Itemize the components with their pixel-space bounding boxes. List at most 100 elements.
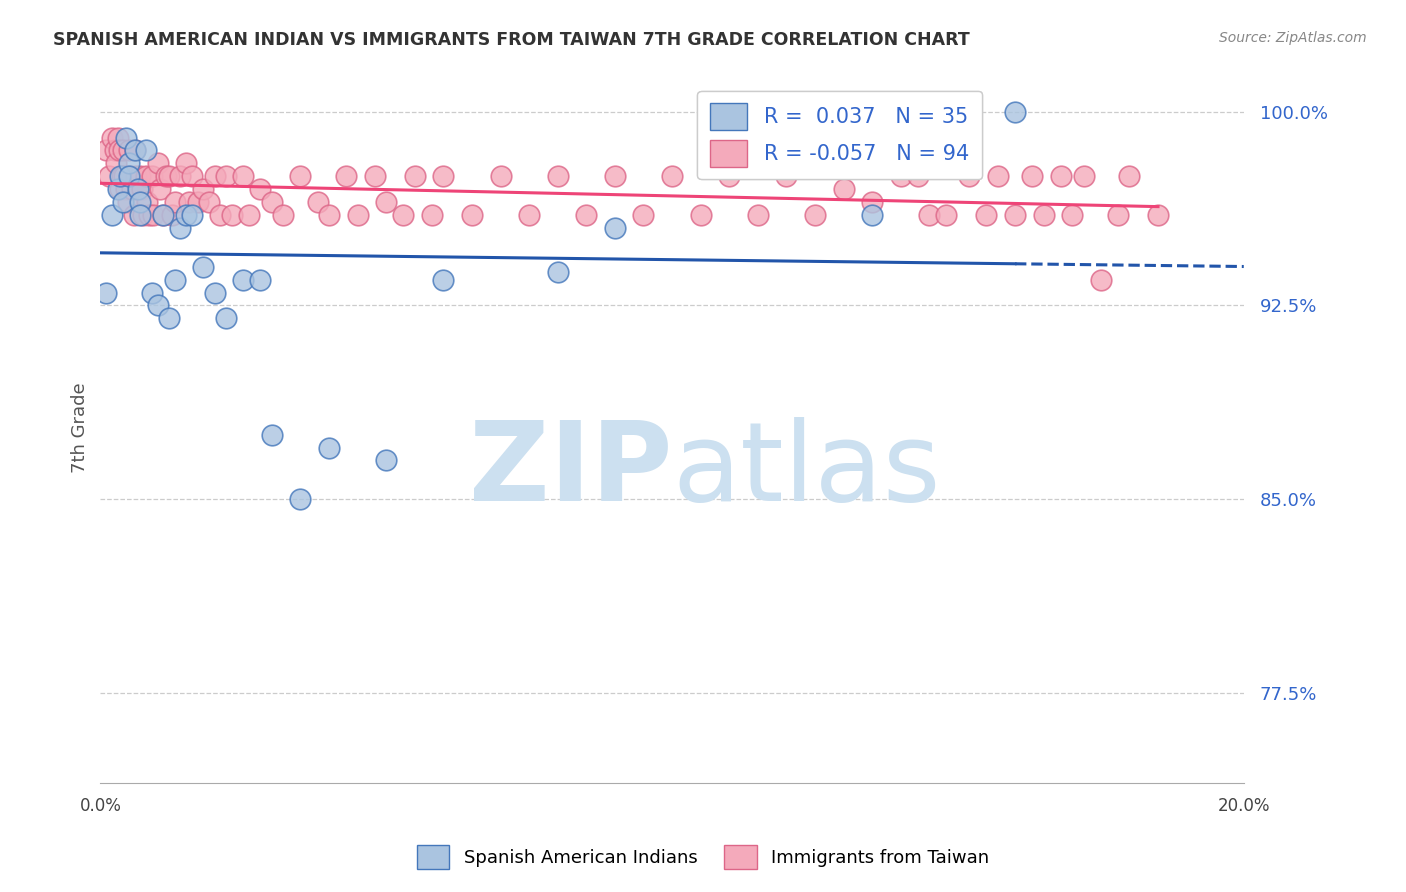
Point	[689, 208, 711, 222]
Point	[121, 182, 143, 196]
Point	[215, 311, 238, 326]
Point	[110, 182, 132, 196]
Point	[115, 130, 138, 145]
Point	[110, 169, 132, 184]
Point	[957, 169, 980, 184]
Point	[198, 195, 221, 210]
Point	[135, 169, 157, 184]
Point	[117, 195, 139, 210]
Text: atlas: atlas	[672, 417, 941, 524]
Point	[157, 311, 180, 326]
Point	[603, 169, 626, 184]
Text: SPANISH AMERICAN INDIAN VS IMMIGRANTS FROM TAIWAN 7TH GRADE CORRELATION CHART: SPANISH AMERICAN INDIAN VS IMMIGRANTS FR…	[53, 31, 970, 49]
Point	[633, 208, 655, 222]
Point	[335, 169, 357, 184]
Point	[1032, 208, 1054, 222]
Point	[420, 208, 443, 222]
Point	[193, 182, 215, 196]
Point	[111, 169, 134, 184]
Point	[1004, 104, 1026, 119]
Point	[141, 169, 163, 184]
Point	[249, 182, 271, 196]
Point	[112, 195, 135, 210]
Point	[804, 208, 827, 222]
Point	[318, 441, 340, 455]
Point	[907, 169, 929, 184]
Point	[131, 182, 153, 196]
Point	[775, 169, 797, 184]
Point	[105, 156, 128, 170]
Point	[432, 272, 454, 286]
Point	[146, 298, 169, 312]
Point	[127, 182, 149, 196]
Point	[935, 208, 957, 222]
Point	[918, 208, 941, 222]
Point	[232, 169, 254, 184]
Point	[107, 144, 129, 158]
Point	[180, 169, 202, 184]
Point	[101, 130, 124, 145]
Point	[169, 221, 191, 235]
Point	[155, 169, 177, 184]
Point	[152, 208, 174, 222]
Point	[107, 182, 129, 196]
Point	[318, 208, 340, 222]
Point	[987, 169, 1010, 184]
Point	[142, 208, 165, 222]
Point	[204, 169, 226, 184]
Point	[112, 144, 135, 158]
Point	[860, 195, 883, 210]
Point	[603, 221, 626, 235]
Point	[101, 208, 124, 222]
Point	[976, 208, 998, 222]
Point	[547, 265, 569, 279]
Point	[375, 195, 398, 210]
Point	[1004, 208, 1026, 222]
Point	[160, 208, 183, 222]
Point	[129, 195, 152, 210]
Text: Source: ZipAtlas.com: Source: ZipAtlas.com	[1219, 31, 1367, 45]
Point	[125, 169, 148, 184]
Point	[860, 208, 883, 222]
Point	[271, 208, 294, 222]
Point	[149, 182, 172, 196]
Text: ZIP: ZIP	[468, 417, 672, 524]
Point	[107, 130, 129, 145]
Point	[290, 169, 312, 184]
Point	[517, 208, 540, 222]
Point	[204, 285, 226, 300]
Point	[136, 195, 159, 210]
Point	[124, 144, 146, 158]
Point	[209, 208, 232, 222]
Point	[138, 208, 160, 222]
Point	[260, 195, 283, 210]
Point	[461, 208, 484, 222]
Point	[260, 427, 283, 442]
Legend: Spanish American Indians, Immigrants from Taiwan: Spanish American Indians, Immigrants fro…	[409, 838, 997, 876]
Point	[163, 195, 186, 210]
Point	[177, 195, 200, 210]
Point	[547, 169, 569, 184]
Point	[193, 260, 215, 274]
Point	[221, 208, 243, 222]
Point	[392, 208, 415, 222]
Point	[135, 144, 157, 158]
Point	[129, 208, 152, 222]
Point	[1021, 169, 1043, 184]
Point	[404, 169, 426, 184]
Point	[124, 144, 146, 158]
Point	[94, 285, 117, 300]
Point	[97, 169, 120, 184]
Point	[169, 169, 191, 184]
Point	[127, 182, 149, 196]
Point	[1147, 208, 1170, 222]
Point	[174, 156, 197, 170]
Point	[163, 272, 186, 286]
Y-axis label: 7th Grade: 7th Grade	[72, 383, 89, 474]
Point	[122, 208, 145, 222]
Point	[180, 208, 202, 222]
Point	[118, 156, 141, 170]
Point	[112, 169, 135, 184]
Point	[1090, 272, 1112, 286]
Point	[489, 169, 512, 184]
